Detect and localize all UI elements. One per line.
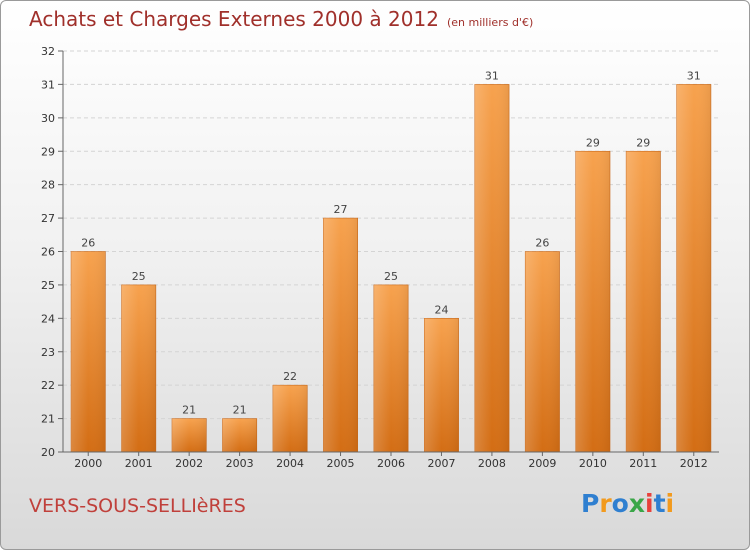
- bar-shine: [272, 385, 308, 452]
- x-tick-label: 2001: [125, 457, 153, 470]
- bar-value-label: 25: [384, 270, 398, 283]
- x-tick-label: 2011: [629, 457, 657, 470]
- x-tick-label: 2000: [74, 457, 102, 470]
- bar-value-label: 26: [535, 237, 549, 250]
- x-tick-label: 2007: [427, 457, 455, 470]
- bar-shine: [676, 84, 711, 453]
- chart-subtitle: (en milliers d'€): [446, 16, 534, 29]
- bar-value-label: 25: [132, 270, 146, 283]
- logo-letter: r: [599, 489, 612, 518]
- logo-letter: o: [611, 489, 629, 518]
- y-tick-label: 29: [41, 145, 55, 158]
- logo-letter: x: [628, 489, 645, 518]
- bar-shine: [323, 218, 358, 452]
- x-tick-label: 2012: [680, 457, 708, 470]
- y-tick-label: 30: [41, 112, 55, 125]
- bar-value-label: 24: [434, 303, 448, 316]
- y-tick-label: 22: [41, 379, 55, 392]
- bar-value-label: 31: [485, 69, 499, 82]
- x-tick-label: 2010: [579, 457, 607, 470]
- y-tick-label: 23: [41, 346, 55, 359]
- y-tick-label: 24: [41, 312, 55, 325]
- x-tick-label: 2002: [175, 457, 203, 470]
- logo-letter: i: [665, 489, 675, 518]
- logo-letter: i: [645, 489, 654, 518]
- x-tick-label: 2009: [528, 457, 556, 470]
- y-tick-label: 28: [41, 179, 55, 192]
- chart-title-text: Achats et Charges Externes 2000 à 2012: [29, 7, 439, 31]
- bar-shine: [71, 251, 106, 452]
- y-tick-label: 31: [41, 78, 55, 91]
- bar-shine: [474, 84, 510, 453]
- x-tick-label: 2006: [377, 457, 405, 470]
- x-tick-label: 2008: [478, 457, 506, 470]
- x-tick-label: 2003: [226, 457, 254, 470]
- y-tick-label: 26: [41, 246, 55, 259]
- bar-value-label: 29: [586, 136, 600, 149]
- y-tick-label: 27: [41, 212, 55, 225]
- x-tick-label: 2004: [276, 457, 304, 470]
- x-tick-label: 2005: [327, 457, 355, 470]
- bar-shine: [424, 318, 459, 452]
- chart-title: Achats et Charges Externes 2000 à 2012 (e…: [29, 7, 533, 31]
- bar-shine: [626, 151, 661, 452]
- place-name: VERS-SOUS-SELLIèRES: [29, 495, 246, 517]
- bar-value-label: 31: [687, 69, 701, 82]
- logo-letter: P: [581, 489, 600, 518]
- y-tick-label: 25: [41, 279, 55, 292]
- bar-value-label: 29: [636, 136, 650, 149]
- bar-shine: [171, 418, 207, 452]
- y-tick-label: 21: [41, 413, 55, 426]
- bar-value-label: 26: [81, 237, 95, 250]
- proxiti-logo: Proxiti: [581, 489, 674, 518]
- bar-value-label: 27: [334, 203, 348, 216]
- bar-shine: [222, 418, 257, 452]
- bars: 26 25 21 21 22 27 25 24 31 26 29 29 31: [70, 69, 712, 453]
- y-tick-label: 32: [41, 45, 55, 58]
- axes: 20 21 22 23 24 25 26 27 28 29 30 31 32 2000 2001 2002 20…: [41, 45, 719, 470]
- bar-value-label: 21: [233, 404, 247, 417]
- bar-value-label: 21: [182, 404, 196, 417]
- logo-letter: t: [653, 489, 666, 518]
- bar-shine: [121, 284, 156, 452]
- bar-value-label: 22: [283, 370, 297, 383]
- y-tick-label: 20: [41, 446, 55, 459]
- bar-shine: [525, 251, 560, 452]
- bar-shine: [575, 151, 611, 452]
- bar-shine: [373, 284, 409, 452]
